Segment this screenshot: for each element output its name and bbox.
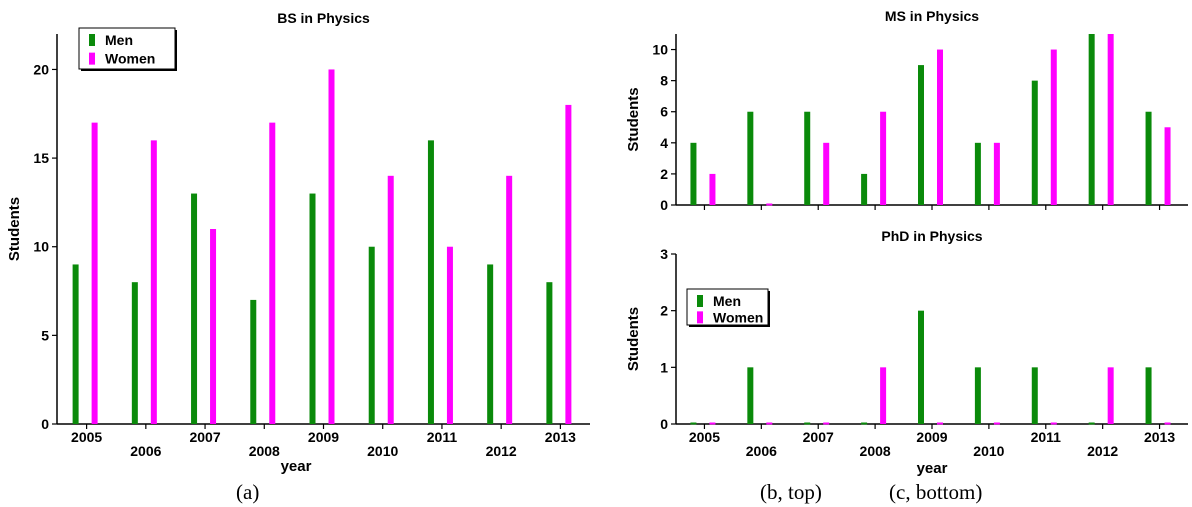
ms-bar-men-2006 <box>747 111 754 205</box>
bs-chart-title: BS in Physics <box>277 10 370 26</box>
bs-bar-women-2009 <box>328 69 335 425</box>
caption-b: (b, top) <box>760 480 822 504</box>
phd-x-tick-label: 2008 <box>860 443 891 459</box>
ms-y-tick-label: 2 <box>660 166 668 182</box>
bs-bar-men-2007 <box>191 193 198 424</box>
ms-physics-chart: MS in Physics 0 2 4 6 8 10 Students <box>625 8 1188 213</box>
ms-y-tick-label: 0 <box>660 197 668 213</box>
phd-bar-men-2011 <box>1031 367 1038 424</box>
phd-legend-label-men: Men <box>713 293 741 309</box>
phd-x-tick-label: 2012 <box>1087 443 1118 459</box>
bs-y-tick-label: 10 <box>33 239 49 255</box>
phd-x-tick-label: 2013 <box>1144 429 1175 445</box>
bs-bar-men-2009 <box>309 193 316 424</box>
bs-legend-swatch-men <box>89 34 95 46</box>
ms-bar-men-2009 <box>918 65 924 205</box>
ms-y-tick-label: 6 <box>660 104 668 120</box>
bs-bar-women-2013 <box>565 104 572 424</box>
phd-bar-women-2008 <box>880 367 887 424</box>
bs-x-tick-label: 2006 <box>130 443 161 459</box>
phd-chart-title: PhD in Physics <box>881 228 982 244</box>
ms-bar-women-2009 <box>937 49 943 205</box>
ms-bar-women-2012 <box>1107 34 1114 205</box>
bs-bar-women-2007 <box>210 229 217 424</box>
phd-x-tick-label: 2007 <box>803 429 834 445</box>
phd-bar-men-2010 <box>974 367 981 424</box>
phd-bar-women-2012 <box>1107 367 1114 424</box>
bs-x-axis-label: year <box>281 458 312 475</box>
phd-x-tick-label: 2005 <box>689 429 720 445</box>
phd-x-tick-label: 2006 <box>746 443 777 459</box>
bs-bar-men-2010 <box>368 246 375 424</box>
bs-x-tick-label: 2005 <box>71 429 102 445</box>
phd-x-tick-label: 2009 <box>916 429 947 445</box>
phd-legend-swatch-men <box>697 295 703 307</box>
bs-x-tick-label: 2008 <box>249 443 280 459</box>
ms-bar-men-2012 <box>1088 34 1095 205</box>
bs-y-axis-label: Students <box>6 197 23 261</box>
phd-bar-men-2013 <box>1145 367 1152 424</box>
ms-y-tick-label: 10 <box>652 42 668 58</box>
caption-c: (c, bottom) <box>889 480 983 504</box>
phd-x-axis-label: year <box>917 460 948 477</box>
bs-bar-men-2008 <box>250 299 257 424</box>
ms-bar-women-2010 <box>993 142 1000 205</box>
bs-x-tick-label: 2012 <box>486 443 517 459</box>
phd-y-tick-label: 1 <box>660 359 668 375</box>
bs-bar-men-2005 <box>72 264 79 424</box>
ms-y-tick-label: 8 <box>660 73 668 89</box>
bs-legend-label-men: Men <box>105 32 133 48</box>
ms-y-tick-label: 4 <box>660 135 668 151</box>
bs-bar-women-2012 <box>506 175 513 424</box>
bs-bar-men-2013 <box>546 282 553 424</box>
bs-x-tick-label: 2010 <box>367 443 398 459</box>
phd-y-axis-label: Students <box>625 307 642 371</box>
ms-bar-women-2013 <box>1164 127 1171 205</box>
bs-bar-men-2011 <box>427 140 434 424</box>
bs-bar-men-2012 <box>487 264 494 424</box>
ms-bar-men-2005 <box>690 142 697 205</box>
bs-bar-women-2006 <box>150 140 157 424</box>
caption-a: (a) <box>236 480 260 504</box>
phd-y-tick-label: 0 <box>660 416 668 432</box>
bs-bar-men-2006 <box>131 282 138 424</box>
phd-legend-label-women: Women <box>713 309 763 325</box>
bs-y-tick-label: 15 <box>33 150 49 166</box>
bs-x-tick-label: 2009 <box>308 429 339 445</box>
bs-physics-chart: BS in Physics 0 5 10 15 20 Students 2005 2006 200… <box>6 10 590 475</box>
phd-bar-men-2009 <box>918 310 924 424</box>
ms-bar-men-2010 <box>974 142 981 205</box>
phd-physics-chart: PhD in Physics 0 1 2 3 Students 2005 2006 2007 20… <box>625 228 1188 477</box>
phd-legend-swatch-women <box>697 311 703 324</box>
bs-y-tick-label: 0 <box>41 416 49 432</box>
bs-x-tick-label: 2011 <box>427 429 458 445</box>
phd-x-tick-label: 2011 <box>1031 429 1062 445</box>
ms-y-axis-label: Students <box>625 87 642 151</box>
ms-bar-men-2013 <box>1145 111 1152 205</box>
phd-y-tick-label: 3 <box>660 246 668 262</box>
bs-bar-women-2011 <box>446 246 453 424</box>
bs-bar-women-2008 <box>269 122 276 425</box>
phd-x-tick-label: 2010 <box>973 443 1004 459</box>
bs-x-tick-label: 2007 <box>189 429 220 445</box>
ms-bar-women-2007 <box>823 142 830 205</box>
bs-x-tick-label: 2013 <box>545 429 576 445</box>
bs-bar-women-2010 <box>387 175 394 424</box>
phd-y-tick-label: 2 <box>660 303 668 319</box>
bs-legend-swatch-women <box>89 52 95 65</box>
ms-bar-men-2007 <box>804 111 811 205</box>
bs-y-tick-label: 20 <box>33 61 49 77</box>
bs-legend-label-women: Women <box>105 51 155 67</box>
phd-bar-men-2006 <box>747 367 754 424</box>
ms-bar-men-2008 <box>861 173 868 205</box>
ms-bar-women-2011 <box>1050 49 1057 205</box>
ms-bar-men-2011 <box>1031 80 1038 205</box>
bs-y-tick-label: 5 <box>41 327 49 343</box>
ms-chart-title: MS in Physics <box>885 8 979 24</box>
bs-bar-women-2005 <box>91 122 98 425</box>
ms-bar-women-2008 <box>880 111 887 205</box>
ms-bar-women-2005 <box>709 173 716 205</box>
